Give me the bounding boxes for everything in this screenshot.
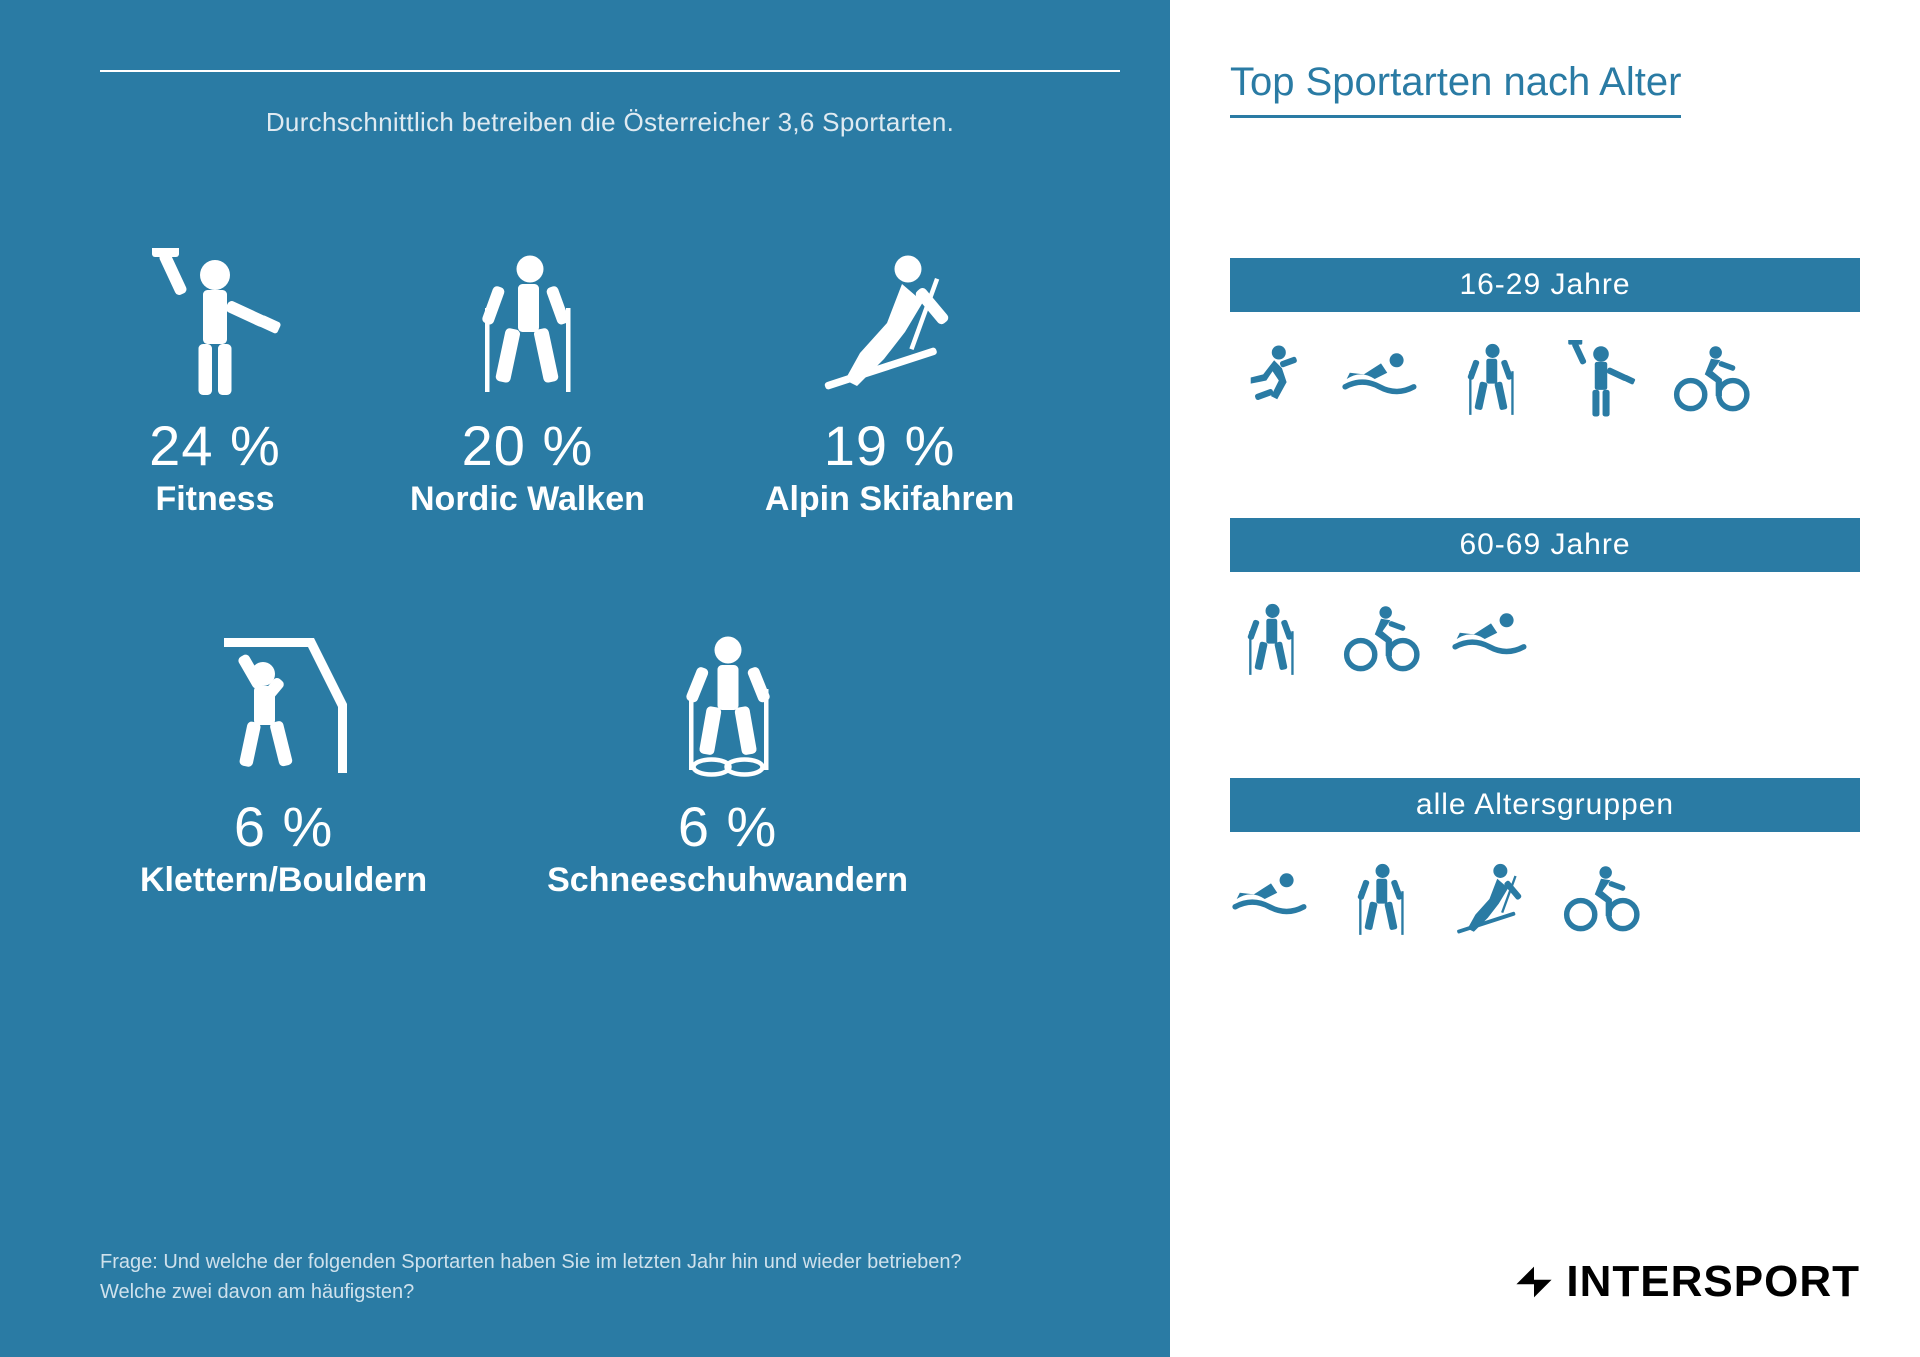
ski-icon xyxy=(815,248,965,398)
nordic-icon xyxy=(1340,860,1422,938)
sport-ski: 19 % Alpin Skifahren xyxy=(765,248,1014,519)
percent: 19 % xyxy=(824,418,956,474)
ski-icon xyxy=(1450,860,1532,938)
nordic-icon xyxy=(1230,600,1312,678)
sports-row-2: 6 % Klettern/Bouldern 6 % Schneeschuhwan… xyxy=(100,629,1120,900)
sport-climb: 6 % Klettern/Bouldern xyxy=(140,629,427,900)
label: Alpin Skifahren xyxy=(765,480,1014,519)
intersport-mark-icon xyxy=(1512,1260,1556,1304)
brand-logo: INTERSPORT xyxy=(1512,1257,1860,1307)
nordic-icon xyxy=(452,248,602,398)
snowshoe-icon xyxy=(653,629,803,779)
subtitle: Durchschnittlich betreiben die Österreic… xyxy=(100,107,1120,138)
age-icons xyxy=(1230,860,1860,938)
right-panel: Top Sportarten nach Alter 16-29 Jahre 60… xyxy=(1170,0,1920,1357)
label: Fitness xyxy=(155,480,274,519)
survey-question: Frage: Und welche der folgenden Sportart… xyxy=(100,1247,1070,1307)
label: Nordic Walken xyxy=(410,480,645,519)
question-line-2: Welche zwei davon am häufigsten? xyxy=(100,1277,1070,1307)
swim-icon xyxy=(1450,600,1532,678)
percent: 24 % xyxy=(149,418,281,474)
sports-row-1: 24 % Fitness 20 % Nordic Walken 19 % Alp… xyxy=(100,248,1120,519)
percent: 6 % xyxy=(234,799,334,855)
age-icons xyxy=(1230,600,1860,678)
bike-icon xyxy=(1560,860,1642,938)
question-line-1: Frage: Und welche der folgenden Sportart… xyxy=(100,1247,1070,1277)
divider xyxy=(100,70,1120,72)
percent: 6 % xyxy=(678,799,778,855)
percent: 20 % xyxy=(462,418,594,474)
age-icons xyxy=(1230,340,1860,418)
brand-text: INTERSPORT xyxy=(1566,1257,1860,1307)
age-group-60-69: 60-69 Jahre xyxy=(1230,518,1860,678)
swim-icon xyxy=(1230,860,1312,938)
fitness-icon xyxy=(1560,340,1642,418)
label: Schneeschuhwandern xyxy=(547,861,908,900)
bike-icon xyxy=(1340,600,1422,678)
label: Klettern/Bouldern xyxy=(140,861,427,900)
right-title: Top Sportarten nach Alter xyxy=(1230,60,1681,118)
age-group-all: alle Altersgruppen xyxy=(1230,778,1860,938)
sport-nordic: 20 % Nordic Walken xyxy=(410,248,645,519)
swim-icon xyxy=(1340,340,1422,418)
left-panel: Durchschnittlich betreiben die Österreic… xyxy=(0,0,1170,1357)
fitness-icon xyxy=(140,248,290,398)
sport-snowshoe: 6 % Schneeschuhwandern xyxy=(547,629,908,900)
age-group-16-29: 16-29 Jahre xyxy=(1230,258,1860,418)
sport-fitness: 24 % Fitness xyxy=(140,248,290,519)
age-header: alle Altersgruppen xyxy=(1230,778,1860,832)
bike-icon xyxy=(1670,340,1752,418)
run-icon xyxy=(1230,340,1312,418)
age-header: 16-29 Jahre xyxy=(1230,258,1860,312)
age-header: 60-69 Jahre xyxy=(1230,518,1860,572)
climb-icon xyxy=(209,629,359,779)
nordic-icon xyxy=(1450,340,1532,418)
